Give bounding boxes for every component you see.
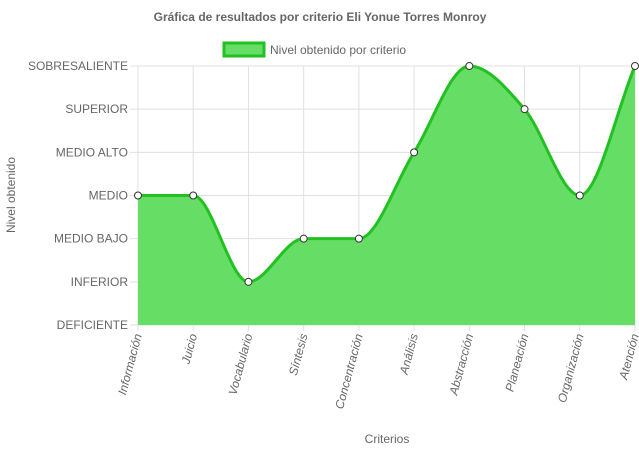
y-tick-label: MEDIO BAJO bbox=[54, 232, 128, 246]
data-point-3[interactable] bbox=[244, 277, 253, 286]
data-point-6[interactable] bbox=[410, 148, 419, 157]
series-line bbox=[138, 64, 637, 284]
data-point-10[interactable] bbox=[631, 62, 639, 70]
data-point-5[interactable] bbox=[354, 234, 363, 243]
x-tick-label: Vocabulario bbox=[226, 332, 256, 397]
y-tick-label: SOBRESALIENTE bbox=[28, 59, 128, 73]
data-point-4[interactable] bbox=[299, 234, 308, 243]
data-points bbox=[134, 62, 639, 286]
data-point-9[interactable] bbox=[575, 191, 584, 200]
series-area bbox=[138, 66, 635, 325]
x-tick-label: Atención bbox=[616, 332, 639, 382]
y-tick-label: INFERIOR bbox=[71, 275, 129, 289]
legend[interactable]: Nivel obtenido por criterio bbox=[222, 41, 406, 58]
x-tick-label: Abstracción bbox=[446, 332, 476, 397]
data-point-2[interactable] bbox=[189, 191, 198, 200]
legend-swatch bbox=[222, 41, 266, 58]
x-tick-label: Organización bbox=[555, 332, 587, 404]
y-tick-label: SUPERIOR bbox=[65, 102, 128, 116]
x-tick-label: Juicio bbox=[178, 332, 200, 367]
y-tick-label: MEDIO ALTO bbox=[56, 145, 128, 159]
data-point-7[interactable] bbox=[465, 62, 474, 70]
area-layer bbox=[138, 64, 637, 325]
y-axis-title: Nivel obtenido bbox=[4, 157, 18, 233]
x-tick-label: Análisis bbox=[397, 332, 421, 377]
x-axis-title: Criterios bbox=[365, 432, 410, 446]
y-tick-label: MEDIO bbox=[89, 189, 128, 203]
data-point-1[interactable] bbox=[134, 191, 142, 200]
data-point-8[interactable] bbox=[520, 105, 529, 114]
legend-label: Nivel obtenido por criterio bbox=[270, 43, 406, 57]
x-tick-label: Planeación bbox=[503, 332, 532, 393]
x-tick-label: Síntesis bbox=[286, 332, 311, 377]
x-tick-label: Concentración bbox=[332, 332, 366, 411]
chart-title: Gráfica de resultados por criterio Eli Y… bbox=[154, 10, 487, 24]
y-tick-label: DEFICIENTE bbox=[57, 318, 128, 332]
x-tick-label: Información bbox=[115, 332, 145, 396]
